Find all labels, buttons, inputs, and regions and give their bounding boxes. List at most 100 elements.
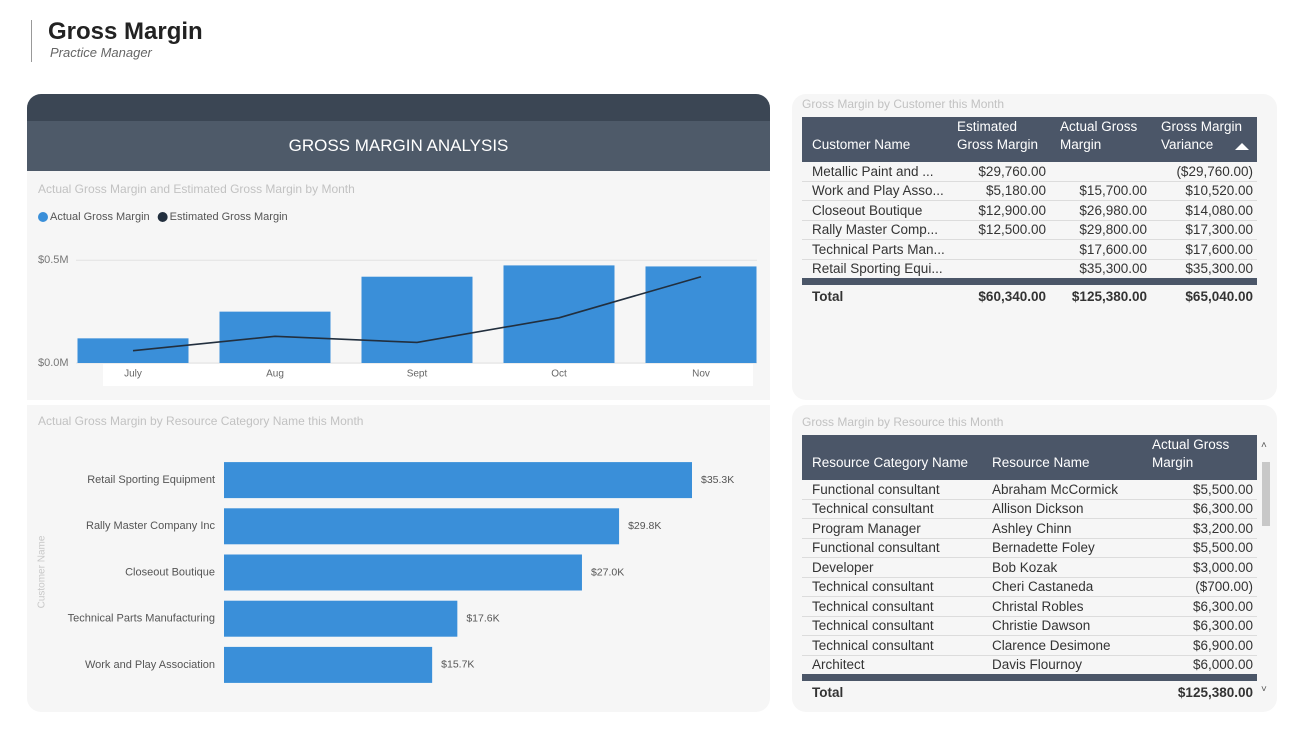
table-cell: $17,300.00 — [1151, 220, 1257, 240]
scroll-down[interactable]: ˅ — [1261, 684, 1267, 695]
table-cell: Program Manager — [802, 518, 982, 539]
y-tick-label: $0.5M — [38, 254, 69, 266]
page-title: Gross Margin — [48, 18, 203, 45]
bar — [224, 554, 582, 591]
legend-label: Actual Gross Margin — [50, 211, 150, 223]
column-header[interactable]: Estimated Gross Margin — [947, 117, 1050, 162]
table-cell: Technical consultant — [802, 577, 982, 597]
table-cell: $125,380.00 — [1142, 674, 1257, 703]
table-cell: ($700.00) — [1142, 577, 1257, 597]
table-cell: Retail Sporting Equi... — [802, 259, 947, 282]
column-header[interactable]: Resource Name — [982, 435, 1142, 480]
table-cell: Christie Dawson — [982, 616, 1142, 636]
table-cell: Davis Flournoy — [982, 655, 1142, 678]
data-label: $29.8K — [628, 520, 661, 532]
sort-arrow[interactable] — [1235, 143, 1249, 150]
table-cell: $15,700.00 — [1050, 181, 1151, 201]
y-tick-label: Work and Play Association — [85, 659, 215, 671]
column-header[interactable]: Resource Category Name — [802, 435, 982, 480]
scroll-up[interactable]: ˄ — [1261, 440, 1267, 451]
table-cell: Ashley Chinn — [982, 518, 1142, 539]
table-cell: Total — [802, 674, 982, 703]
resource-table: Resource Category Name Resource Name Actua… — [802, 435, 1257, 703]
y-tick-label: Rally Master Company Inc — [86, 520, 215, 532]
table-cell: $10,520.00 — [1151, 181, 1257, 201]
header-rule — [31, 20, 32, 62]
table-cell: $6,300.00 — [1142, 596, 1257, 617]
bar — [224, 600, 458, 637]
chart-title: Actual Gross Margin and Estimated Gross … — [38, 182, 355, 196]
table-cell: $6,900.00 — [1142, 635, 1257, 656]
table-cell: Christal Robles — [982, 596, 1142, 617]
table-cell: $26,980.00 — [1050, 200, 1151, 221]
table-cell: $6,300.00 — [1142, 499, 1257, 519]
line — [132, 275, 702, 352]
table-cell: $3,000.00 — [1142, 557, 1257, 578]
table-cell: $29,800.00 — [1050, 220, 1151, 240]
data-label: $35.3K — [701, 474, 734, 486]
table-cell: $29,760.00 — [947, 162, 1050, 182]
data-label: $27.0K — [591, 566, 624, 578]
table-cell: Metallic Paint and ... — [802, 162, 947, 182]
table-cell — [947, 259, 1050, 282]
table-cell — [1050, 162, 1151, 182]
y-tick-label: Retail Sporting Equipment — [87, 474, 215, 486]
table-cell: Abraham McCormick — [982, 480, 1142, 500]
column-header[interactable]: Actual Gross Margin — [1142, 435, 1257, 480]
table-cell: Architect — [802, 655, 982, 678]
charts: Actual Gross Margin and Estimated Gross … — [37, 182, 757, 683]
table-cell: $35,300.00 — [1050, 259, 1151, 282]
table-cell: Total — [802, 278, 947, 307]
legend-marker — [157, 212, 168, 222]
bar — [361, 276, 473, 363]
bar — [503, 265, 615, 363]
table-cell: Technical consultant — [802, 635, 982, 656]
table-cell: $5,500.00 — [1142, 480, 1257, 500]
bar — [224, 646, 433, 683]
data-label: $17.6K — [466, 612, 499, 624]
table-cell: Work and Play Asso... — [802, 181, 947, 201]
table-cell: Cheri Castaneda — [982, 577, 1142, 597]
legend-label: Estimated Gross Margin — [170, 211, 288, 223]
table-cell: Closeout Boutique — [802, 200, 947, 221]
table-cell: Bob Kozak — [982, 557, 1142, 578]
column-header[interactable]: Customer Name — [802, 117, 947, 162]
table-cell: ($29,760.00) — [1151, 162, 1257, 182]
table-cell: Clarence Desimone — [982, 635, 1142, 656]
table-cell: Rally Master Comp... — [802, 220, 947, 240]
table-cell: $60,340.00 — [947, 278, 1050, 307]
page-subtitle: Practice Manager — [50, 45, 152, 60]
legend-marker — [38, 212, 48, 222]
y-tick-label: Closeout Boutique — [125, 566, 215, 578]
table-cell: $6,000.00 — [1142, 655, 1257, 678]
x-tick-label: Sept — [407, 369, 428, 380]
table-title: Gross Margin by Customer this Month — [802, 97, 1005, 111]
table-cell: Technical consultant — [802, 596, 982, 617]
table-cell: Technical Parts Man... — [802, 239, 947, 260]
y-tick-label: $0.0M — [38, 357, 69, 369]
divider — [27, 400, 770, 405]
table-cell: Technical consultant — [802, 616, 982, 636]
customer-table: Customer Name Estimated Gross Margin Actua… — [802, 117, 1257, 307]
table-cell — [982, 674, 1142, 703]
y-axis-label: Customer Name — [37, 535, 48, 608]
table-cell: $35,300.00 — [1151, 259, 1257, 282]
x-tick-label: Aug — [266, 369, 284, 380]
table-cell: Allison Dickson — [982, 499, 1142, 519]
data-label: $15.7K — [441, 659, 474, 671]
table-cell: Functional consultant — [802, 480, 982, 500]
table-cell: Functional consultant — [802, 538, 982, 558]
banner: GROSS MARGIN ANALYSIS — [27, 121, 770, 171]
column-header[interactable]: Actual Gross Margin — [1050, 117, 1151, 162]
x-tick-label: Nov — [692, 369, 710, 380]
column-header[interactable]: Gross Margin Variance — [1151, 117, 1257, 162]
table-cell: Technical consultant — [802, 499, 982, 519]
x-axis-strip — [103, 364, 753, 386]
y-tick-label: Technical Parts Manufacturing — [68, 613, 215, 625]
scrollbar-thumb[interactable] — [1262, 462, 1270, 526]
x-tick-label: Oct — [551, 369, 567, 380]
table-cell: $12,500.00 — [947, 220, 1050, 240]
bar — [645, 266, 757, 363]
table-cell: $3,200.00 — [1142, 518, 1257, 539]
banner-top — [27, 94, 770, 124]
